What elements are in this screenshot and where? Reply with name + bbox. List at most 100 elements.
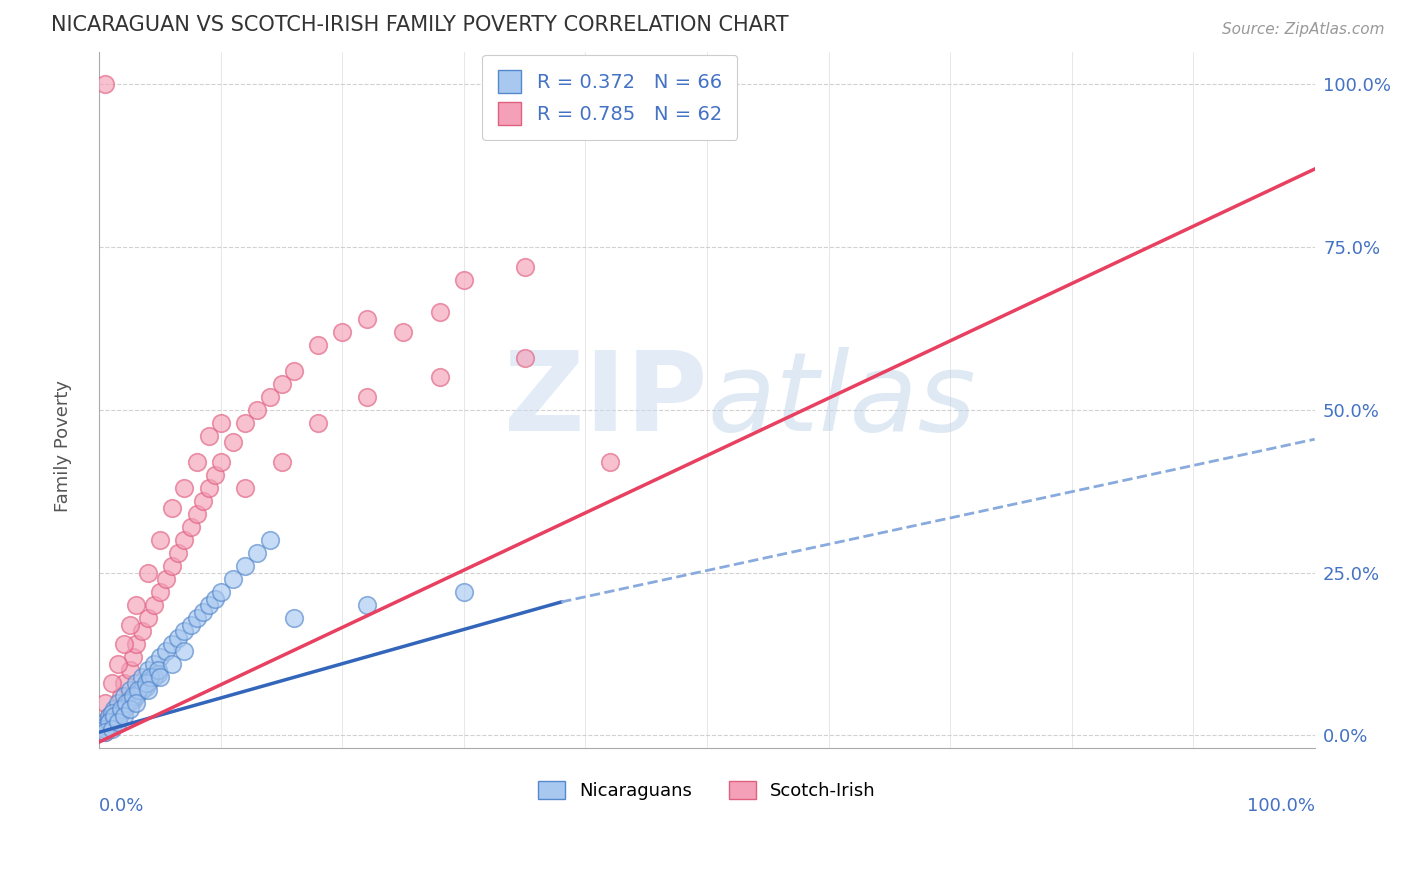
Point [179,617,201,632]
Point [94,722,117,736]
Point [143,657,166,671]
Point [107,657,129,671]
Point [110,706,132,720]
Point [259,390,281,404]
Point [173,624,195,639]
Point [270,455,292,469]
Point [429,305,451,319]
Point [270,376,292,391]
Point [136,682,159,697]
Point [122,650,145,665]
Point [122,692,145,706]
Point [98,709,121,723]
Point [149,670,172,684]
Point [127,682,149,697]
Text: Source: ZipAtlas.com: Source: ZipAtlas.com [1222,22,1385,37]
Point [98,715,121,730]
Text: atlas: atlas [707,347,976,454]
Point [100,712,122,726]
Point [167,631,190,645]
Point [259,533,281,548]
Point [167,546,190,560]
Point [307,338,329,352]
Point [94,78,117,92]
Point [162,559,184,574]
Point [110,690,132,704]
Point [103,709,125,723]
Point [94,715,117,730]
Point [453,585,475,599]
Point [107,712,129,726]
Point [98,709,121,723]
Point [115,696,138,710]
Point [233,559,256,574]
Point [149,585,172,599]
Point [94,722,117,736]
Point [143,670,166,684]
Point [332,325,354,339]
Point [146,666,169,681]
Point [100,715,122,730]
Point [127,686,149,700]
Point [136,676,159,690]
Point [307,416,329,430]
Point [186,507,208,521]
Text: Family Poverty: Family Poverty [55,380,72,512]
Point [356,599,378,613]
Point [103,712,125,726]
Point [122,690,145,704]
Point [135,680,157,694]
Point [222,435,245,450]
Point [204,468,226,483]
Point [136,566,159,580]
Point [162,657,184,671]
Point [179,520,201,534]
Point [246,403,269,417]
Point [283,611,305,625]
Point [233,416,256,430]
Point [197,429,219,443]
Point [125,637,148,651]
Point [107,702,129,716]
Point [118,682,141,697]
Point [122,692,145,706]
Point [131,624,153,639]
Point [115,699,138,714]
Point [162,637,184,651]
Point [155,572,177,586]
Point [136,664,159,678]
Point [131,682,153,697]
Point [197,599,219,613]
Point [118,617,141,632]
Point [186,611,208,625]
Point [209,585,232,599]
Point [191,605,214,619]
Point [112,690,135,704]
Point [118,664,141,678]
Point [513,260,536,274]
Point [100,722,122,736]
Point [125,599,148,613]
Point [112,676,135,690]
Point [118,692,141,706]
Point [125,696,148,710]
Point [98,719,121,733]
Point [139,670,162,684]
Point [112,702,135,716]
Point [146,664,169,678]
Text: 100.0%: 100.0% [1247,797,1315,815]
Point [100,706,122,720]
Point [209,416,232,430]
Point [100,676,122,690]
Point [283,364,305,378]
Text: NICARAGUAN VS SCOTCH-IRISH FAMILY POVERTY CORRELATION CHART: NICARAGUAN VS SCOTCH-IRISH FAMILY POVERT… [51,15,789,35]
Point [115,699,138,714]
Point [246,546,269,560]
Point [94,725,117,739]
Point [356,390,378,404]
Point [110,702,132,716]
Point [98,715,121,730]
Point [103,702,125,716]
Point [131,670,153,684]
Text: ZIP: ZIP [503,347,707,454]
